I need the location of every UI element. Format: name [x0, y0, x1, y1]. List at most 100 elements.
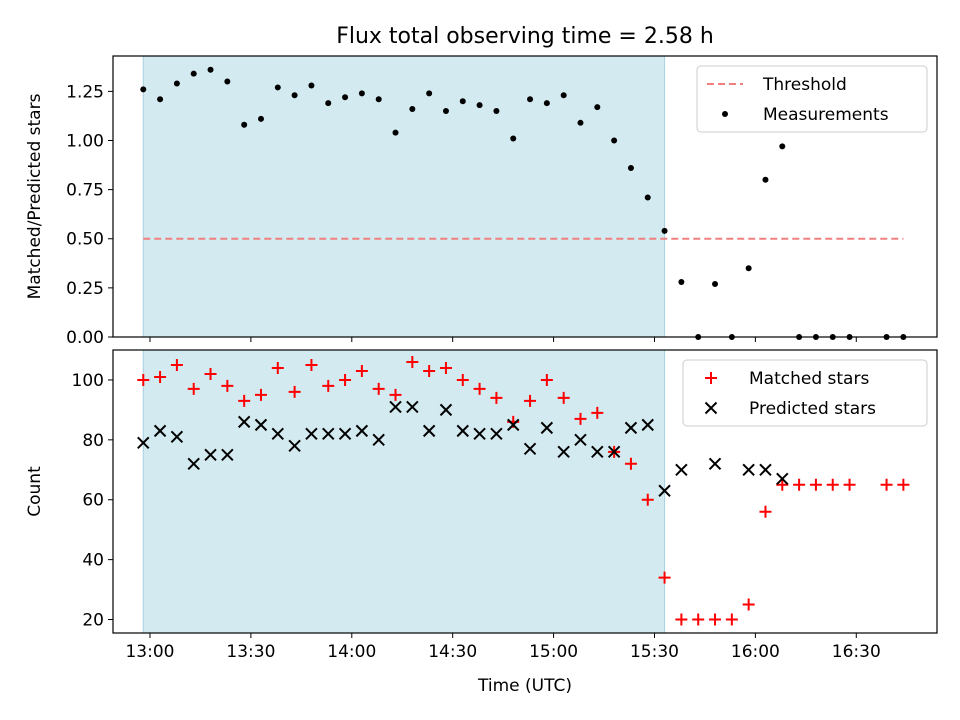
data-point [624, 457, 637, 470]
data-point [204, 448, 217, 462]
data-point [187, 457, 200, 471]
data-point [338, 427, 352, 441]
data-point [661, 227, 668, 234]
data-point [627, 165, 634, 172]
x-tick-label: 13:00 [125, 642, 174, 662]
data-point [190, 70, 197, 77]
data-point [392, 129, 399, 136]
data-point [591, 406, 604, 419]
data-point [154, 370, 167, 383]
y-tick-label: 40 [82, 551, 104, 571]
data-point [456, 424, 469, 438]
data-point [322, 379, 335, 392]
data-point [375, 96, 382, 103]
y-axis-label: Matched/Predicted stars [25, 93, 45, 299]
data-point [543, 100, 550, 107]
data-point [459, 98, 466, 105]
data-point [204, 367, 217, 380]
data-point [527, 96, 534, 103]
data-point [187, 382, 200, 395]
data-point [557, 445, 570, 459]
legend-marker [704, 401, 718, 415]
x-tick-label: 16:30 [832, 642, 881, 662]
data-point [389, 400, 402, 414]
data-point [140, 86, 147, 93]
data-point [137, 373, 150, 386]
x-tick-label: 16:00 [731, 642, 780, 662]
data-point [591, 445, 604, 459]
data-point [641, 493, 654, 506]
data-point [322, 427, 335, 441]
y-tick-label: 80 [82, 431, 104, 451]
data-point [274, 84, 281, 91]
data-point [493, 108, 500, 115]
data-point [439, 361, 452, 374]
data-point [157, 96, 164, 103]
legend-marker [705, 372, 717, 384]
x-tick-label: 13:30 [226, 642, 275, 662]
data-point [442, 108, 449, 115]
data-point [254, 418, 268, 432]
data-point [709, 613, 722, 626]
data-point [173, 80, 180, 87]
data-point [224, 78, 231, 85]
x-tick-label: 15:30 [630, 642, 679, 662]
chart-title: Flux total observing time = 2.58 h [336, 24, 714, 49]
data-point [574, 433, 587, 447]
y-tick-label: 0.00 [66, 328, 104, 348]
data-point [439, 403, 453, 417]
data-point [257, 115, 264, 122]
legend-box [696, 65, 928, 133]
axes-frame [112, 349, 938, 634]
y-tick-label: 20 [82, 611, 104, 631]
top-panel: 0.00 0.25 0.50 0.75 1.00 1.25 Matched/Predicte… [25, 55, 938, 348]
data-point [708, 457, 722, 471]
data-point [843, 478, 856, 491]
y-tick-label: 100 [72, 371, 104, 391]
data-point [389, 388, 402, 401]
data-point [153, 424, 167, 438]
bottom-panel: 13:00 13:30 14:00 14:30 15:00 15:30 16:00 16:30… [25, 349, 938, 696]
data-point [745, 265, 752, 272]
data-point [221, 379, 234, 392]
legend-label: Matched stars [749, 369, 869, 389]
legend-label: Threshold [762, 75, 847, 95]
data-point [523, 442, 537, 456]
data-point [422, 424, 436, 438]
data-point [540, 421, 554, 435]
x-tick-label: 15:00 [529, 642, 578, 662]
data-point [611, 137, 618, 144]
data-point [372, 382, 385, 395]
data-point [759, 505, 772, 518]
data-point [675, 613, 688, 626]
data-point [594, 104, 601, 111]
y-axis-label: Count [25, 466, 45, 517]
data-point [897, 478, 910, 491]
data-point [409, 106, 416, 113]
x-axis-label: Time (UTC) [477, 676, 572, 696]
data-point [456, 373, 469, 386]
data-point [170, 430, 184, 444]
data-point [406, 400, 419, 414]
data-point [577, 119, 584, 126]
data-point [221, 448, 234, 462]
data-point [288, 385, 301, 398]
legend: Threshold Measurements [696, 65, 928, 133]
data-point [308, 82, 315, 89]
x-tick-label: 14:00 [327, 642, 376, 662]
data-point [510, 135, 517, 142]
y-tick-label: 0.50 [66, 230, 104, 250]
data-point [742, 598, 755, 611]
data-point [137, 436, 150, 450]
data-point [725, 613, 738, 626]
data-point [776, 472, 789, 485]
legend-label: Measurements [763, 105, 889, 125]
shaded-region [142, 349, 666, 634]
data-point [826, 478, 839, 491]
data-point [372, 433, 385, 447]
data-point [776, 478, 789, 491]
data-point [325, 100, 332, 107]
data-point [624, 421, 638, 435]
data-point [742, 463, 755, 476]
